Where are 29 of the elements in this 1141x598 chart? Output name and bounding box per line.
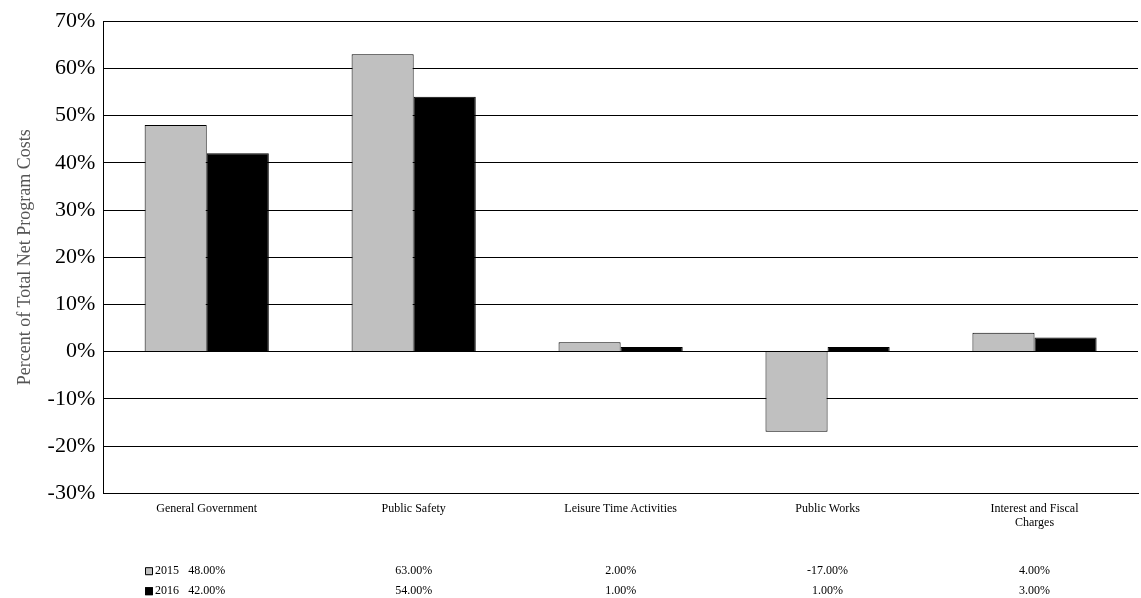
y-tick-label: 40%: [54, 148, 96, 174]
y-tick-label: 30%: [54, 195, 96, 221]
y-tick-label: 60%: [54, 54, 96, 80]
data-label: 3.00%: [1019, 583, 1051, 598]
legend-label: 2016: [155, 583, 179, 598]
y-tick-label: 70%: [54, 6, 96, 32]
y-axis-title: Percent of Total Net Program Costs: [13, 129, 34, 386]
data-label: -17.00%: [807, 563, 849, 578]
y-tick-label: 0%: [65, 337, 96, 363]
y-tick-label: -10%: [47, 384, 96, 410]
x-tick-label: Public Safety: [381, 500, 446, 515]
x-tick-label: Public Works: [795, 500, 861, 515]
data-label: 4.00%: [1019, 563, 1051, 578]
y-tick-label: -30%: [47, 478, 96, 504]
data-label: 48.00%: [188, 563, 226, 578]
data-label: 42.00%: [188, 583, 226, 598]
x-tick-label: General Government: [156, 500, 258, 515]
data-label: 1.00%: [605, 583, 637, 598]
data-label: 63.00%: [395, 563, 433, 578]
x-tick-label: Interest and Fiscal Charges: [990, 500, 1080, 529]
y-tick-label: 10%: [54, 290, 96, 316]
legend-label: 2015: [155, 563, 179, 578]
y-tick-label: -20%: [47, 431, 96, 457]
data-label: 54.00%: [395, 583, 433, 598]
x-tick-label: Leisure Time Activities: [564, 500, 678, 515]
y-tick-label: 50%: [54, 101, 96, 127]
y-tick-label: 20%: [54, 242, 96, 268]
data-label: 2.00%: [605, 563, 637, 578]
data-label: 1.00%: [812, 583, 844, 598]
